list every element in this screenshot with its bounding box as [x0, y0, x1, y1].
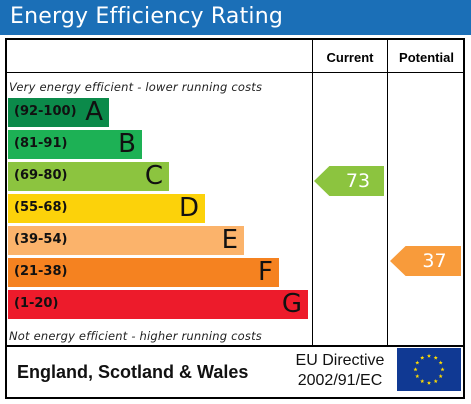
- band-letter: F: [258, 257, 273, 287]
- current-header: Current: [326, 50, 374, 65]
- eu-directive: EU Directive 2002/91/EC: [288, 351, 392, 391]
- eu-directive-line1: EU Directive: [295, 352, 385, 369]
- band-range: (69-80): [14, 168, 68, 183]
- bottom-note: Not energy efficient - higher running co…: [9, 329, 262, 343]
- band-letter: A: [85, 97, 103, 127]
- band-letter: B: [118, 129, 136, 159]
- top-note: Very energy efficient - lower running co…: [9, 80, 263, 94]
- band-letter: G: [281, 289, 302, 319]
- band-e: (39-54) E: [8, 226, 244, 255]
- region-label: England, Scotland & Wales: [17, 362, 249, 382]
- column-divider: [387, 38, 388, 346]
- band-d: (55-68) D: [8, 194, 205, 223]
- column-divider: [312, 38, 313, 346]
- eu-star: [426, 380, 432, 385]
- potential-rating-value: 37: [422, 250, 447, 272]
- eu-star: [415, 360, 420, 365]
- band-range: (55-68): [14, 200, 68, 215]
- eu-star: [438, 360, 443, 365]
- eu-flag-icon: [397, 348, 461, 391]
- band-range: (21-38): [14, 264, 68, 279]
- header-divider: [5, 72, 465, 73]
- eu-star: [420, 378, 425, 383]
- eu-star: [415, 374, 420, 379]
- potential-header: Potential: [399, 50, 454, 65]
- eu-star: [433, 355, 438, 360]
- band-range: (1-20): [14, 296, 59, 311]
- eu-directive-line2: 2002/91/EC: [297, 372, 383, 389]
- title-bar: Energy Efficiency Rating: [0, 0, 471, 35]
- band-a: (92-100) A: [8, 98, 109, 127]
- footer-divider: [5, 345, 465, 347]
- eu-star: [440, 367, 445, 372]
- page-title: Energy Efficiency Rating: [10, 4, 284, 29]
- band-g: (1-20) G: [8, 290, 308, 319]
- eu-stars: [413, 353, 445, 385]
- eu-star: [438, 374, 443, 379]
- band-f: (21-38) F: [8, 258, 279, 287]
- band-letter: D: [178, 193, 199, 223]
- band-b: (81-91) B: [8, 130, 142, 159]
- eu-star: [413, 367, 418, 372]
- rating-frame: [5, 38, 465, 399]
- potential-rating-arrow: 37: [390, 246, 461, 276]
- band-letter: C: [144, 161, 163, 191]
- band-c: (69-80) C: [8, 162, 169, 191]
- current-rating-arrow: 73: [314, 166, 384, 196]
- eu-star: [433, 378, 438, 383]
- band-range: (92-100): [14, 104, 77, 119]
- band-range: (81-91): [14, 136, 68, 151]
- eu-star: [420, 355, 425, 360]
- band-range: (39-54): [14, 232, 68, 247]
- eu-star: [426, 353, 432, 358]
- current-rating-value: 73: [345, 170, 371, 192]
- band-letter: E: [221, 225, 238, 255]
